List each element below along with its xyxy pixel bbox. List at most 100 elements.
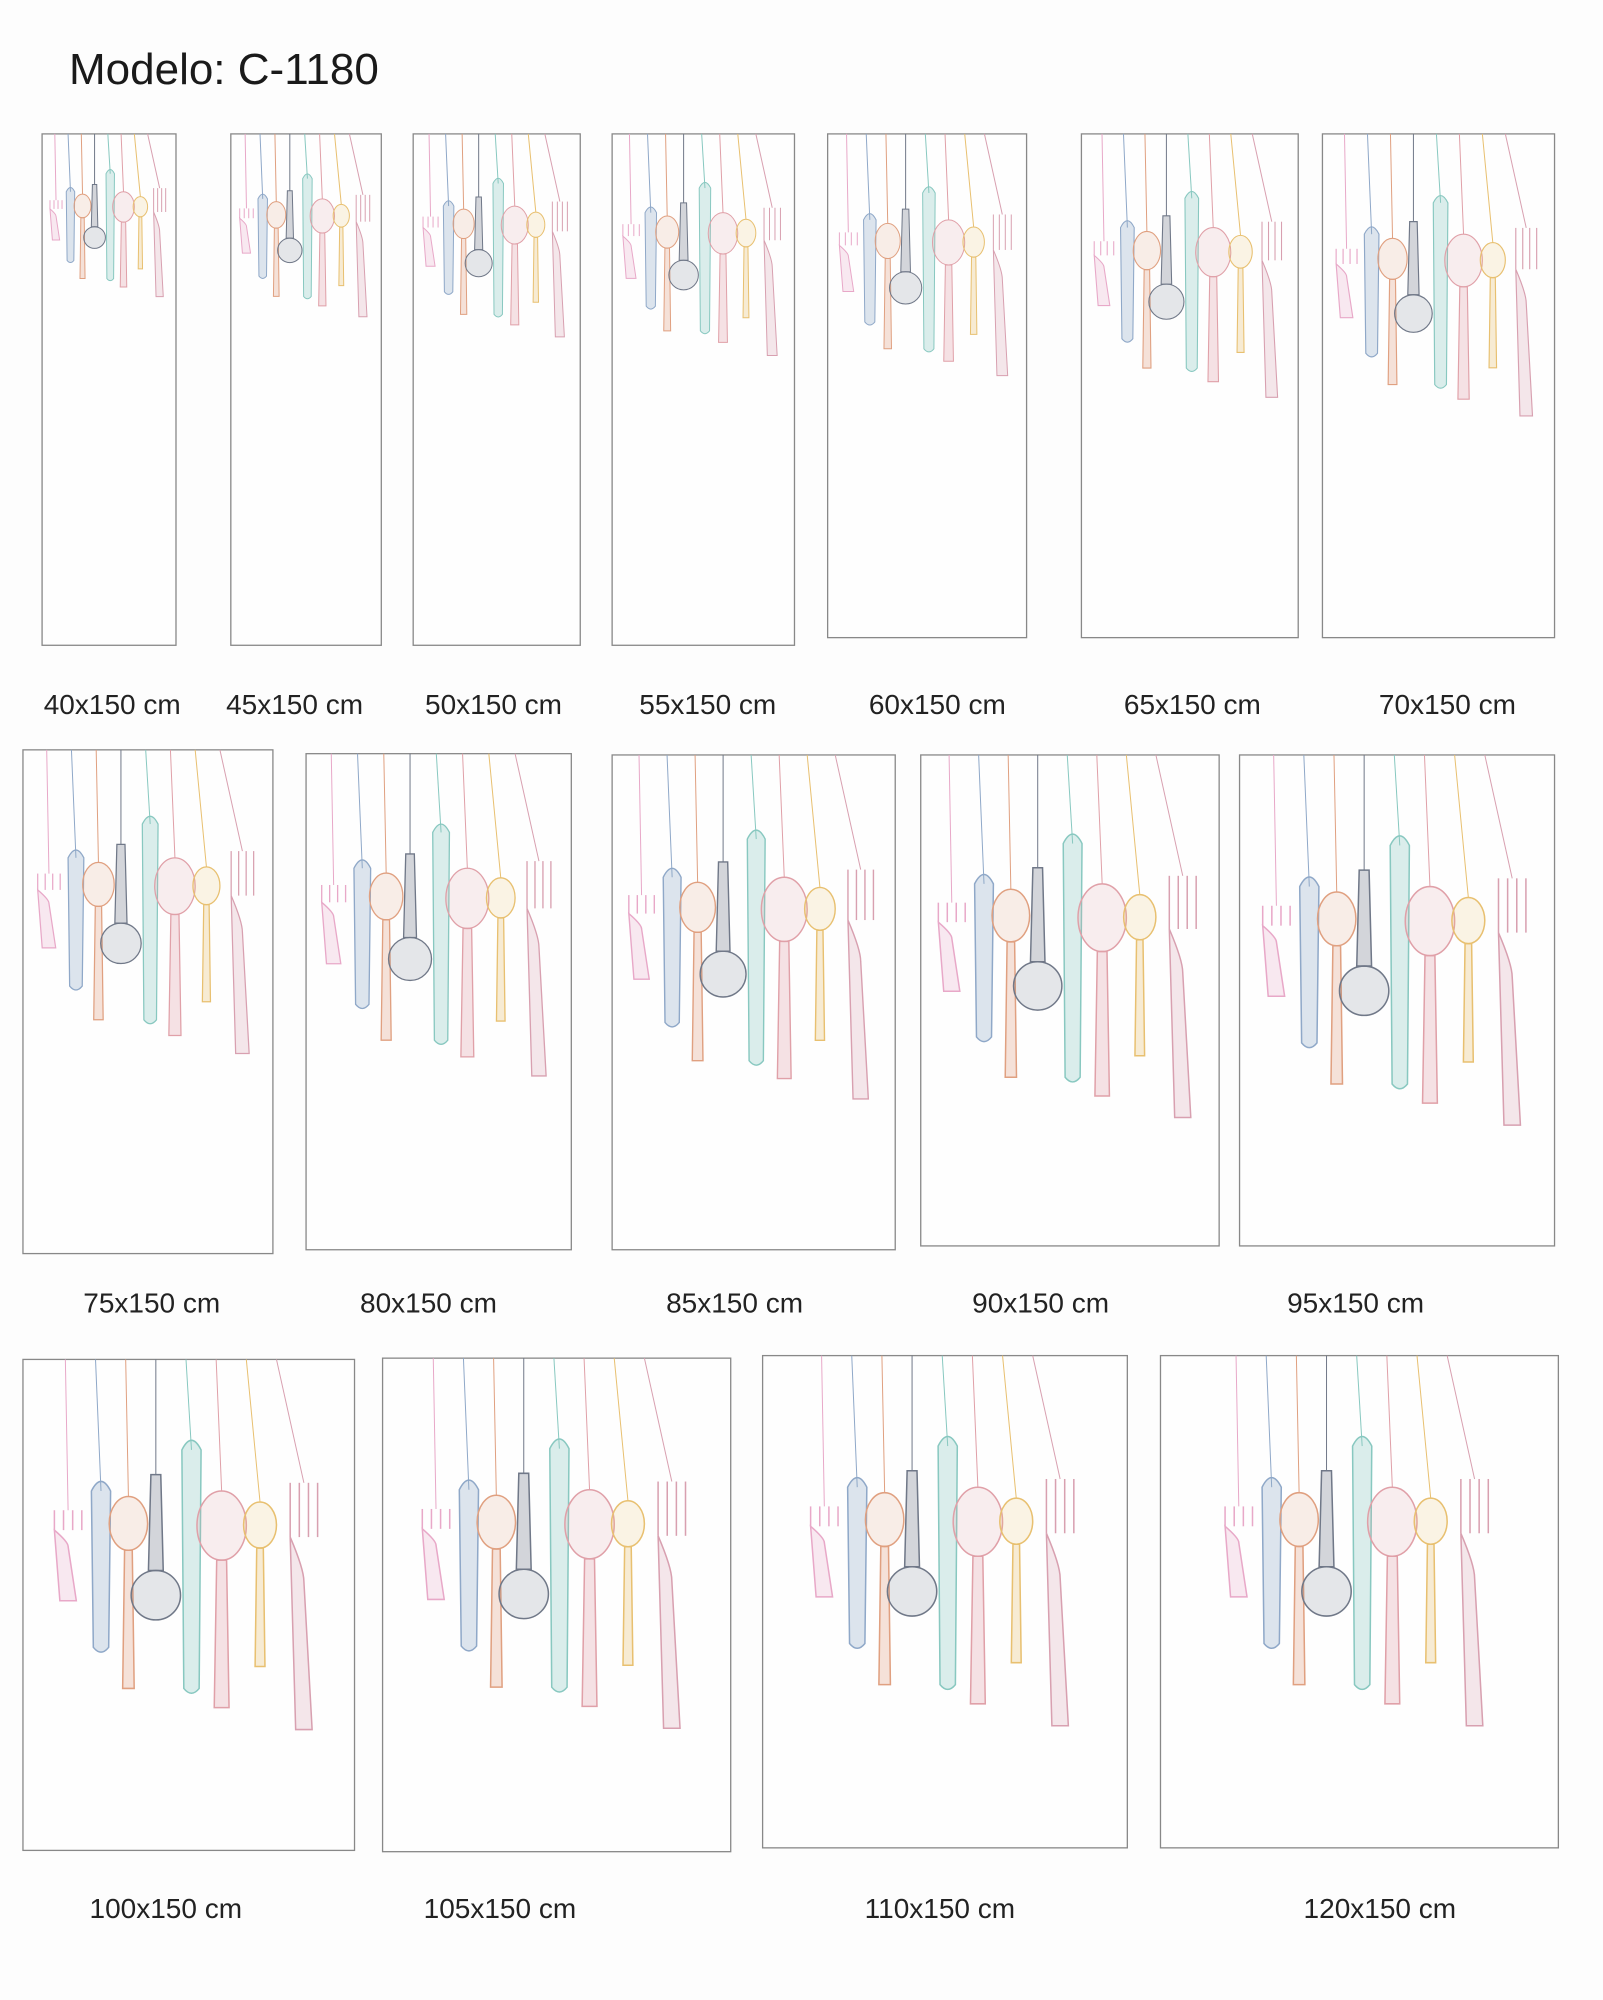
fork-handle: [36, 888, 57, 949]
panel: [611, 754, 896, 1251]
utensil-handle: [691, 931, 704, 1062]
fork-handle: [622, 234, 637, 279]
hanging-string: [1122, 133, 1128, 228]
panel-size-label: 60x150 cm: [869, 689, 1006, 720]
utensil-handle: [338, 226, 345, 287]
utensil-handle: [1488, 277, 1498, 369]
hanging-string: [1265, 1355, 1273, 1488]
utensil-handle: [285, 190, 294, 239]
hanging-string: [778, 754, 785, 878]
utensil-handle: [1407, 221, 1420, 296]
utensil-bowl: [445, 867, 490, 930]
fork-handle: [1224, 1524, 1248, 1598]
utensil-handle: [121, 1549, 135, 1690]
utensil-bowl: [760, 876, 808, 943]
knife: [746, 829, 766, 1066]
hanging-string: [1356, 1355, 1363, 1447]
hanging-string: [666, 754, 673, 878]
knife: [1062, 833, 1083, 1083]
utensil-bowl: [1394, 294, 1433, 333]
utensil-handle: [900, 208, 911, 273]
hanging-string: [428, 133, 432, 217]
fork-handle: [1261, 923, 1286, 997]
knife: [922, 186, 936, 353]
knife: [67, 849, 85, 991]
hanging-string: [1187, 133, 1193, 199]
hanging-string: [275, 1359, 305, 1483]
utensil-handle: [1318, 1469, 1335, 1568]
utensil-handle: [1330, 945, 1344, 1085]
utensil-handle: [1160, 215, 1173, 285]
fork-handle: [422, 226, 436, 267]
hanging-string: [1343, 133, 1348, 249]
utensil-bowl: [196, 1490, 248, 1561]
utensil-bowl: [889, 271, 923, 305]
panel-frame: [920, 754, 1220, 1247]
knife: [492, 177, 504, 318]
utensil-handle: [137, 216, 144, 270]
hanging-string: [1273, 754, 1277, 906]
utensil-bowl: [1077, 883, 1128, 953]
utensil-handle: [1207, 276, 1220, 383]
panel: [1159, 1354, 1560, 1849]
hanging-string: [514, 753, 540, 862]
panel-size-label: 55x150 cm: [639, 689, 776, 720]
panel: [1321, 133, 1556, 639]
utensil-bowl: [699, 950, 747, 998]
fork-handle: [239, 217, 252, 254]
hanging-string: [941, 1355, 949, 1447]
utensil-bowl: [192, 866, 221, 906]
hanging-string: [1416, 1355, 1432, 1499]
hanging-string: [462, 753, 468, 869]
panel: [230, 133, 382, 646]
hanging-string: [701, 133, 706, 189]
hanging-string: [95, 1359, 102, 1492]
utensil-handle: [718, 253, 728, 343]
hanging-string: [1303, 754, 1310, 887]
utensil-bowl: [874, 222, 901, 260]
utensil-bowl: [464, 249, 493, 278]
hanging-string: [120, 133, 124, 192]
hanging-string: [125, 1359, 129, 1497]
hanging-string: [67, 133, 71, 192]
panel-size-label: 50x150 cm: [425, 689, 562, 720]
utensil-bowl: [1279, 1491, 1320, 1548]
utensil-handle: [495, 917, 506, 1022]
hanging-string: [244, 133, 247, 209]
utensil-bowl: [707, 212, 739, 255]
panel: [761, 1354, 1128, 1849]
utensil-bowl: [332, 203, 350, 228]
hanging-string: [944, 133, 950, 220]
utensil-handle: [969, 256, 978, 335]
knife: [181, 1439, 202, 1694]
utensil-handle: [1292, 1545, 1306, 1686]
utensil-bowl: [1228, 234, 1253, 269]
utensil-bowl: [154, 857, 196, 916]
fork-handle: [1335, 262, 1354, 319]
utensil-handle: [1425, 1543, 1437, 1664]
utensil-bowl: [112, 191, 135, 223]
fork-handle: [763, 240, 778, 356]
hanging-string: [924, 133, 930, 194]
utensil-handle: [581, 1558, 598, 1708]
panel-size-label: 40x150 cm: [44, 689, 181, 720]
hanging-string: [1007, 754, 1012, 890]
panel-frame: [611, 754, 896, 1251]
hanging-string: [1458, 133, 1465, 235]
utensil-bowl: [108, 1495, 149, 1552]
utensil-handle: [1029, 867, 1046, 963]
knife: [442, 200, 455, 295]
utensil-handle: [114, 843, 128, 924]
hanging-string: [647, 133, 652, 213]
knife: [1120, 220, 1135, 343]
panel: [305, 753, 572, 1251]
hanging-string: [583, 1358, 591, 1490]
fork-handle: [627, 911, 651, 980]
hanging-string: [245, 1359, 261, 1503]
hanging-string: [1032, 1355, 1061, 1480]
panel: [920, 754, 1220, 1247]
hanging-string: [219, 749, 243, 852]
fork-handle: [1515, 269, 1534, 417]
utensil-handle: [380, 919, 392, 1041]
hanging-string: [432, 1358, 437, 1509]
